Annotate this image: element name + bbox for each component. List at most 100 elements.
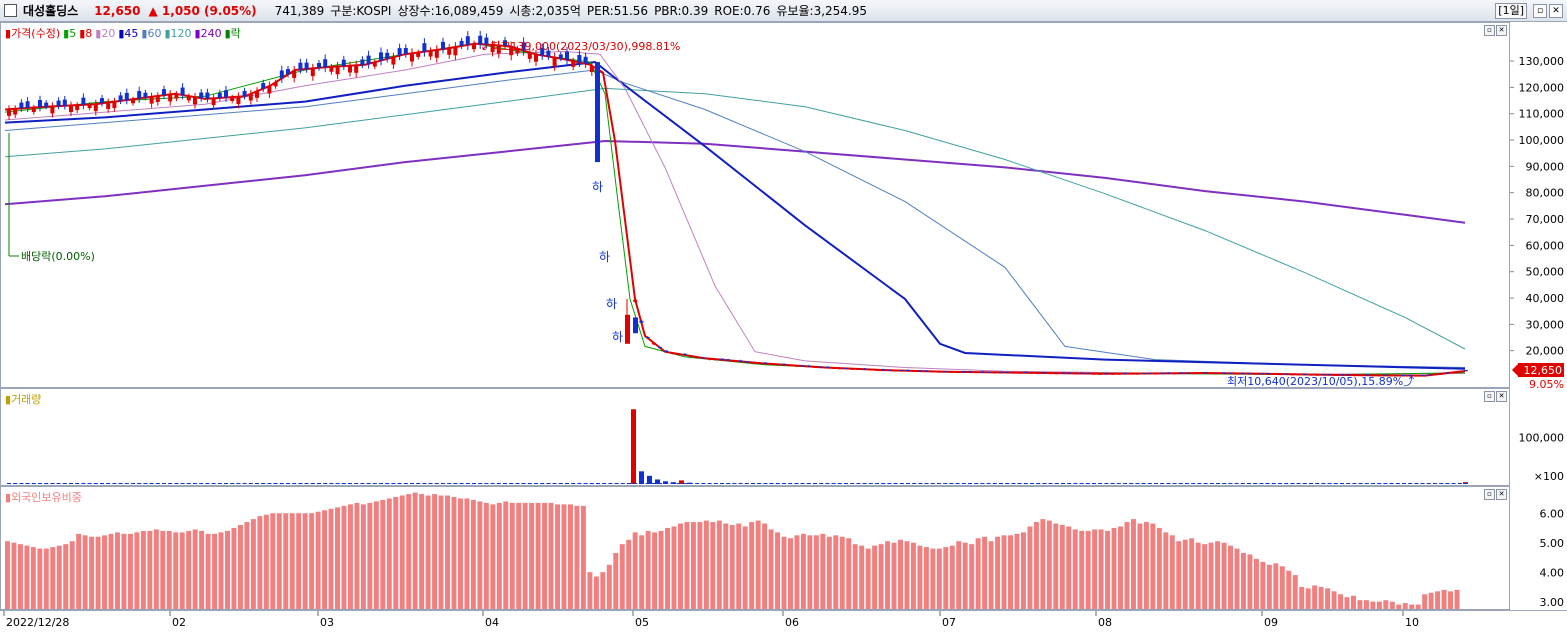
foreign-bar — [399, 495, 405, 609]
legend-item-5[interactable]: 60 — [147, 27, 162, 40]
volume-bar — [465, 483, 470, 484]
volume-bar — [763, 483, 768, 484]
foreign-bar — [781, 536, 787, 609]
foreign-bar — [296, 513, 302, 609]
legend-item-6[interactable]: 120 — [170, 27, 192, 40]
foreign-bar — [619, 544, 625, 609]
candle-body — [93, 104, 98, 112]
select-checkbox[interactable] — [4, 4, 17, 17]
volume-bar — [1172, 483, 1177, 484]
candle-body — [794, 365, 799, 367]
foreign-bar — [490, 504, 496, 609]
volume-bar — [875, 483, 879, 484]
foreign-pane[interactable]: ▮외국인보유비중 ▫ ✕ — [0, 486, 1510, 610]
volume-bar — [1092, 483, 1096, 484]
volume-bar — [1296, 483, 1301, 484]
volume-bar — [1340, 483, 1344, 484]
candle-body — [236, 96, 241, 104]
volume-bar — [655, 479, 660, 484]
volume-bar — [930, 483, 935, 484]
price-tick-label: 50,000 — [1526, 266, 1565, 279]
candle-body — [410, 53, 414, 62]
volume-bar — [242, 483, 247, 484]
candle-body — [25, 101, 30, 108]
pane-maximize-icon[interactable]: ▫ — [1484, 391, 1495, 402]
price-pane[interactable]: ↙최고139,000(2023/03/30),998.81% 최저10,640(2… — [0, 22, 1510, 388]
candle-body — [1346, 374, 1351, 376]
volume-bar — [837, 483, 842, 484]
candle-body — [217, 92, 222, 98]
pane-maximize-icon[interactable]: ▫ — [1484, 489, 1495, 500]
candle-body — [273, 82, 278, 87]
legend-item-3[interactable]: 20 — [101, 27, 116, 40]
foreign-bar — [1350, 595, 1356, 609]
volume-bar — [726, 483, 731, 484]
legend-item-8[interactable]: 락 — [230, 27, 241, 40]
volume-axis: 100,000 ×100 — [1510, 388, 1567, 486]
price-tick-label: 40,000 — [1526, 292, 1565, 305]
foreign-bar — [1389, 601, 1395, 609]
pane-maximize-icon[interactable]: ▫ — [1484, 25, 1495, 36]
candle-body — [1191, 373, 1196, 375]
candle-body — [472, 43, 476, 50]
foreign-chart[interactable] — [1, 487, 1509, 609]
candle-body — [1265, 373, 1270, 375]
foreign-bar — [160, 530, 166, 609]
legend-item-4[interactable]: 45 — [124, 27, 139, 40]
volume-bar — [658, 483, 662, 484]
volume-bar — [968, 483, 972, 484]
legend-item-7[interactable]: 240 — [200, 27, 222, 40]
volume-bar — [298, 483, 303, 484]
foreign-bar — [1409, 604, 1415, 609]
candle-body — [1079, 372, 1084, 374]
pane-close-icon[interactable]: ✕ — [1496, 25, 1507, 36]
restore-icon[interactable]: ▫ — [1533, 4, 1547, 18]
foreign-bar — [962, 542, 968, 609]
legend-item-0[interactable]: 가격(수정) — [11, 27, 61, 40]
foreign-bar — [923, 547, 929, 609]
volume-bar — [955, 483, 960, 484]
price-tick-label: 120,000 — [1519, 81, 1565, 94]
pane-close-icon[interactable]: ✕ — [1496, 391, 1507, 402]
volume-bar — [19, 483, 24, 484]
volume-bar — [155, 483, 160, 484]
foreign-bar — [703, 520, 709, 609]
candle-body — [633, 299, 638, 302]
candle-body — [819, 366, 824, 368]
volume-chart[interactable] — [1, 389, 1509, 485]
price-chart[interactable]: ↙최고139,000(2023/03/30),998.81% 최저10,640(2… — [1, 23, 1509, 387]
foreign-bar — [302, 513, 308, 609]
foreign-bar — [127, 533, 133, 609]
foreign-bar — [1215, 541, 1221, 609]
volume-bar — [323, 483, 328, 484]
foreign-bar — [43, 548, 49, 609]
legend-item-1[interactable]: 5 — [69, 27, 77, 40]
candle-body — [732, 360, 737, 362]
volume-bar — [701, 483, 706, 484]
candle-body — [509, 46, 514, 56]
volume-bar — [1141, 483, 1146, 484]
close-icon[interactable]: ✕ — [1549, 4, 1563, 18]
candle-body — [651, 342, 656, 345]
volume-bar — [447, 483, 452, 484]
foreign-bar — [826, 536, 832, 609]
pane-close-icon[interactable]: ✕ — [1496, 489, 1507, 500]
candle-body — [583, 56, 588, 64]
candle-body — [713, 359, 718, 361]
volume-pane[interactable]: ▮거래량 ▫ ✕ — [0, 388, 1510, 486]
volume-bar — [794, 483, 799, 484]
foreign-bar — [237, 525, 243, 609]
candle-body — [403, 47, 408, 55]
volume-bar — [1098, 483, 1103, 484]
period-selector[interactable]: [1일] — [1495, 3, 1527, 19]
volume-bar — [180, 483, 185, 484]
volume-bar — [546, 483, 551, 484]
legend-item-2[interactable]: 8 — [85, 27, 93, 40]
stock-name[interactable]: 대성홀딩스 — [23, 4, 79, 18]
volume-bar — [1408, 483, 1413, 484]
foreign-bar — [788, 538, 793, 609]
volume-bar — [751, 483, 755, 484]
candle-body — [875, 369, 879, 371]
foreign-bar — [535, 502, 541, 609]
foreign-bar — [231, 527, 237, 609]
